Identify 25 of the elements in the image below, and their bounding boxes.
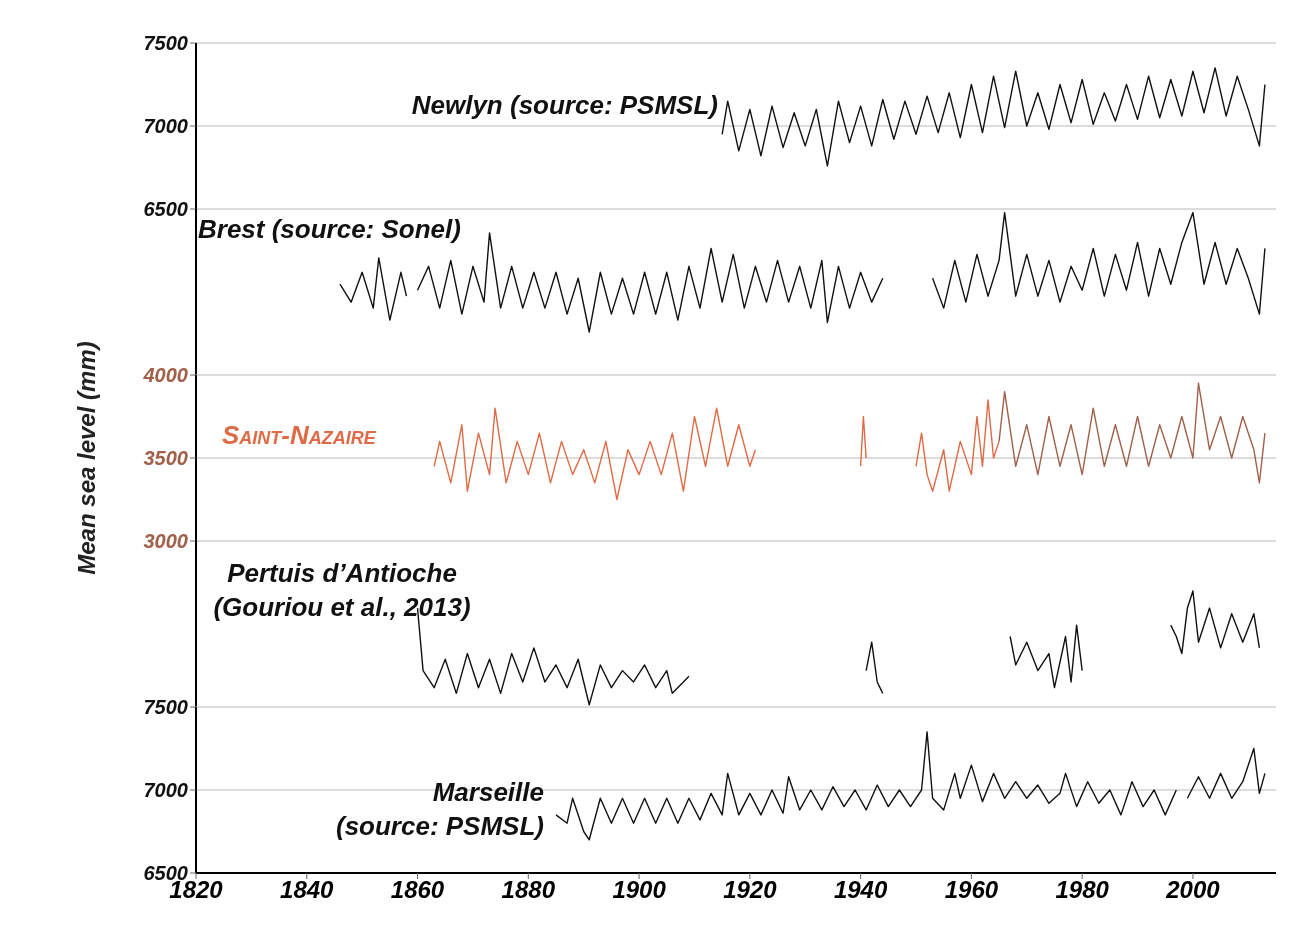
line-series: [998, 382, 1266, 484]
series-label: Brest (source: Sonel): [198, 213, 462, 246]
x-tick-label: 1940: [833, 876, 888, 904]
x-tick-label: 1860: [390, 876, 445, 904]
y-tick-label: 6500: [143, 198, 188, 221]
series-label: Marseille (source: PSMSL): [334, 776, 544, 843]
y-tick-label: 3000: [143, 530, 188, 553]
text: Saint-Nazaire: [222, 419, 377, 452]
series-label: Newlyn (source: PSMSL): [410, 89, 718, 122]
y-tick-label: 4000: [142, 364, 188, 387]
y-tick-label: 7000: [143, 115, 188, 138]
line-series: [721, 67, 1266, 167]
y-tick-label: 7500: [143, 32, 188, 55]
y-tick-label: 3500: [143, 447, 188, 470]
x-tick-label: 1900: [612, 876, 667, 904]
x-tick-label: 1960: [944, 876, 999, 904]
y-axis-title: Mean sea level (mm): [73, 340, 101, 577]
x-tick-label: 1840: [280, 876, 335, 904]
x-tick-label: 1920: [723, 876, 778, 904]
y-tick-label: 7500: [143, 696, 188, 719]
y-tick-label: 7000: [143, 779, 188, 802]
series-label: Pertuis d’Antioche (Gouriou et al., 2013): [212, 557, 472, 624]
x-tick-label: 1880: [501, 876, 556, 904]
x-tick-label: 2000: [1165, 876, 1221, 904]
x-tick-label: 1980: [1055, 876, 1110, 904]
